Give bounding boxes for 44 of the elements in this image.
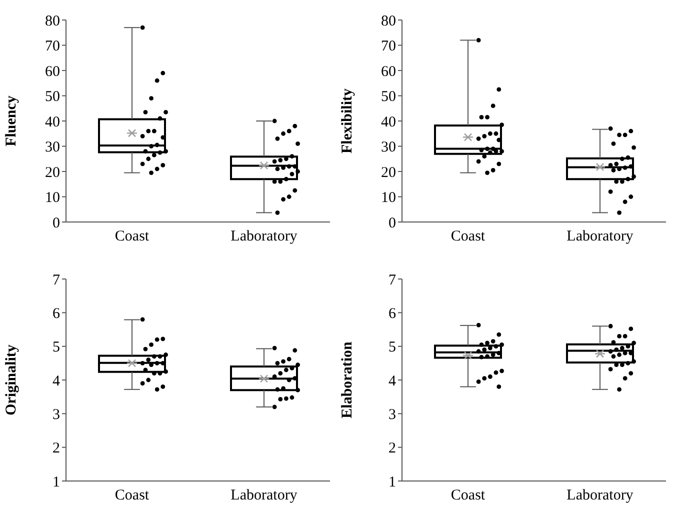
y-tick-label: 3 bbox=[388, 406, 396, 422]
y-tick-label: 80 bbox=[381, 13, 396, 30]
y-tick-label: 70 bbox=[381, 38, 396, 55]
y-tick-label: 2 bbox=[388, 440, 396, 456]
y-axis-title: Flexibility bbox=[339, 88, 356, 154]
x-tick-label: Laboratory bbox=[230, 228, 298, 245]
y-tick-label: 1 bbox=[52, 474, 60, 490]
x-tick-label: Coast bbox=[114, 228, 150, 245]
y-tick-label: 60 bbox=[45, 64, 60, 80]
x-tick-label: Coast bbox=[450, 487, 486, 504]
y-tick-label: 60 bbox=[381, 64, 396, 80]
y-tick-label: 6 bbox=[52, 305, 60, 322]
y-tick-label: 4 bbox=[388, 372, 396, 389]
y-tick-label: 80 bbox=[45, 13, 60, 30]
y-tick-label: 4 bbox=[52, 372, 60, 389]
y-tick-label: 5 bbox=[52, 339, 60, 356]
y-tick-label: 0 bbox=[52, 215, 60, 232]
y-tick-label: 0 bbox=[388, 215, 396, 232]
x-tick-label: Laboratory bbox=[230, 487, 298, 504]
y-tick-label: 7 bbox=[52, 272, 60, 288]
x-tick-label: Coast bbox=[114, 487, 150, 504]
y-tick-label: 20 bbox=[45, 164, 60, 181]
y-tick-label: 30 bbox=[381, 140, 396, 156]
x-tick-label: Coast bbox=[450, 228, 486, 245]
y-tick-label: 40 bbox=[45, 114, 60, 130]
x-tick-label: Laboratory bbox=[566, 228, 634, 245]
y-axis-title: Fluency bbox=[3, 95, 20, 146]
y-tick-label: 70 bbox=[45, 38, 60, 55]
y-tick-label: 10 bbox=[45, 190, 60, 206]
y-axis-title: Elaboration bbox=[339, 340, 356, 418]
y-tick-label: 40 bbox=[381, 114, 396, 130]
y-tick-label: 1 bbox=[388, 474, 396, 490]
y-tick-label: 3 bbox=[52, 406, 60, 422]
x-tick-label: Laboratory bbox=[566, 487, 634, 504]
y-tick-label: 2 bbox=[52, 440, 60, 456]
y-tick-label: 6 bbox=[388, 305, 396, 322]
y-tick-label: 20 bbox=[381, 164, 396, 181]
y-tick-label: 50 bbox=[45, 89, 60, 106]
y-tick-label: 50 bbox=[381, 89, 396, 106]
y-tick-label: 7 bbox=[388, 272, 396, 288]
y-axis-title: Originality bbox=[3, 344, 20, 415]
y-tick-label: 30 bbox=[45, 140, 60, 156]
y-tick-label: 10 bbox=[381, 190, 396, 206]
y-tick-label: 5 bbox=[388, 339, 396, 356]
